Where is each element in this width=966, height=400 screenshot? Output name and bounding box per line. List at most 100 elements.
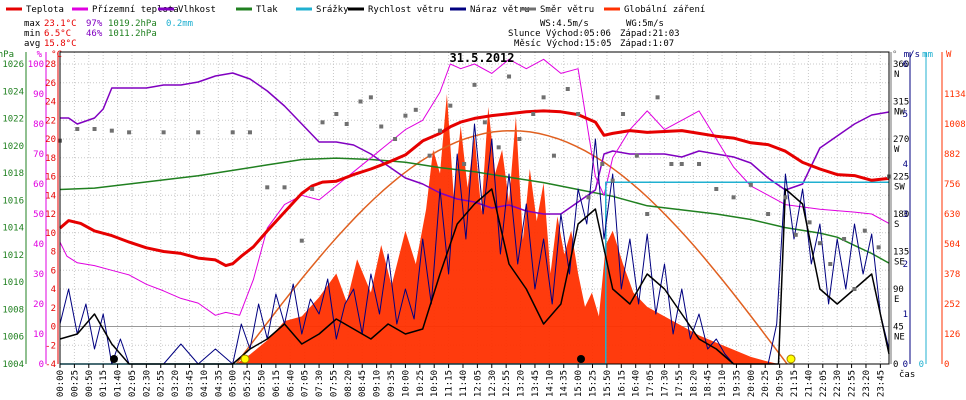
axis-temp-tick: 18 [45, 154, 56, 164]
smer-point [448, 103, 453, 108]
axis-temp-tick: 6 [51, 266, 56, 276]
axis-pct-tick: 20 [33, 300, 44, 310]
x-tick-label: 20:50 [776, 370, 786, 397]
smer-point [565, 87, 570, 91]
smer-point [265, 185, 270, 190]
smer-point [731, 195, 736, 200]
smer-point [247, 130, 252, 135]
radiation-area [235, 94, 788, 365]
axis-dir-label: N [894, 70, 899, 80]
smer-point [127, 130, 132, 135]
axis-hpa-tick: 1026 [2, 60, 24, 70]
x-tick-label: 08:45 [358, 370, 368, 397]
axis-hpa-unit: hPa [0, 50, 14, 60]
axis-w-tick: 504 [944, 240, 960, 250]
smer-point [842, 237, 847, 241]
x-tick-label: 10:50 [430, 370, 440, 397]
axis-temp-tick: 24 [45, 98, 56, 108]
smer-point [334, 112, 339, 116]
x-tick-label: 10:25 [416, 370, 426, 397]
smer-point [679, 162, 684, 166]
smer-point [621, 112, 626, 116]
smer-point [368, 95, 373, 100]
stat-max-hum: 97% [86, 19, 103, 29]
x-tick-label: 14:35 [560, 370, 570, 397]
x-axis-label: čas [899, 369, 915, 380]
axis-dir-tick: 270 [893, 135, 909, 145]
axis-ms-tick: 3 [903, 210, 908, 220]
stat-avg-label: avg [24, 39, 40, 49]
legend-label: Rychlost větru [368, 5, 444, 15]
x-tick-label: 23:45 [876, 370, 886, 397]
axis-hpa-tick: 1008 [2, 305, 24, 315]
axis-dir-label: SE [894, 258, 905, 268]
x-tick-label: 00:50 [85, 370, 95, 397]
smer-point [462, 162, 467, 166]
x-tick-label: 20:25 [761, 370, 771, 397]
axis-hpa-tick: 1006 [2, 333, 24, 343]
smer-point [310, 187, 315, 191]
info-wg: WG:5m/s [626, 19, 664, 29]
axis-hpa-tick: 1016 [2, 196, 24, 206]
series-teoreticke [235, 129, 788, 365]
smer-point [610, 178, 615, 183]
stat-min-label: min [24, 29, 40, 39]
smer-point [379, 124, 384, 129]
axis-dir-tick: 45 [893, 323, 904, 333]
stats-block: max 23.1°C 97% 1019.2hPa 0.2mm min 6.5°C… [24, 19, 680, 49]
axis-temp-tick: 14 [45, 191, 56, 201]
axis-w-tick: 378 [944, 270, 960, 280]
smer-point [817, 241, 822, 246]
smer-point [75, 127, 80, 131]
axis-w-tick: 882 [944, 150, 960, 160]
smer-point [320, 120, 325, 125]
smer-point [393, 137, 398, 141]
smer-point [507, 74, 512, 79]
axis-hpa-tick: 1024 [2, 87, 24, 97]
smer-point [482, 120, 487, 125]
x-tick-label: 12:05 [473, 370, 483, 397]
axis-w-tick: 0 [944, 360, 949, 370]
x-tick-label: 16:15 [617, 370, 627, 397]
stat-max-label: max [24, 19, 41, 29]
x-tick-label: 12:55 [502, 370, 512, 397]
smer-point [697, 162, 702, 166]
stat-min-press: 1011.2hPa [108, 29, 157, 39]
smer-point [531, 112, 536, 116]
x-tick-label: 05:50 [257, 370, 267, 397]
axis-temp-tick: 0 [51, 323, 56, 333]
smer-point [403, 113, 408, 118]
x-tick-label: 14:10 [545, 370, 555, 397]
axis-dir-tick: 0 [893, 360, 898, 370]
axis-temp-tick: -2 [45, 341, 56, 351]
stat-max-temp: 23.1°C [44, 19, 77, 29]
axis-pct-tick: 0 [39, 360, 44, 370]
axis-dir-tick: 90 [893, 285, 904, 295]
x-tick-label: 12:30 [488, 370, 498, 397]
x-tick-label: 16:40 [632, 370, 642, 397]
x-axis: 00:00 00:25 00:50 01:15 01:40 02:05 02:30 02:55… [56, 364, 886, 397]
smer-point [807, 220, 812, 225]
smer-point [783, 195, 788, 200]
series-tlak [59, 157, 890, 264]
axis-pct-tick: 80 [33, 120, 44, 130]
x-tick-label: 06:15 [272, 370, 282, 397]
info-moonset: Západ:1:07 [620, 39, 674, 49]
legend-label: Srážky [316, 5, 349, 15]
x-tick-label: 10:00 [401, 370, 411, 397]
x-tick-label: 17:55 [675, 370, 685, 397]
axis-hpa-tick: 1018 [2, 169, 24, 179]
axis-temp-unit: °C [51, 50, 62, 60]
axis-pct-tick: 100 [28, 60, 44, 70]
smer-point [551, 153, 556, 158]
axis-ms-tick: 0 [903, 360, 908, 370]
x-tick-label: 01:15 [99, 370, 109, 397]
axis-pct-tick: 10 [33, 330, 44, 340]
axis-dir-tick: 135 [893, 248, 909, 258]
axis-temp-tick: 10 [45, 229, 56, 239]
axis-temp-tick: 22 [45, 116, 56, 126]
series-zareni [236, 94, 779, 364]
smer-point [230, 130, 235, 135]
x-tick-label: 20:00 [747, 370, 757, 397]
x-tick-label: 22:30 [833, 370, 843, 397]
